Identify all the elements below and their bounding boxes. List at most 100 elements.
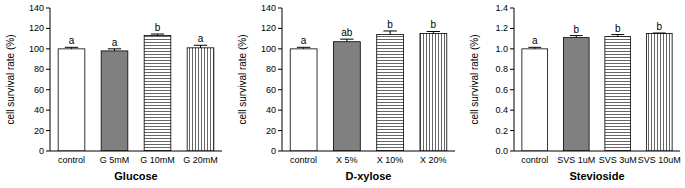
significance-letter: b [656, 21, 662, 32]
significance-letter: a [112, 37, 118, 48]
significance-letter: a [198, 33, 204, 44]
y-axis [514, 8, 515, 151]
x-tick-label: control [58, 155, 85, 165]
y-tick-label: 0.4 [495, 105, 508, 115]
error-bar [570, 36, 583, 38]
y-tick [278, 48, 282, 49]
y-tick-label: 120 [261, 23, 276, 33]
chart-title: Glucose [114, 170, 157, 182]
y-tick [510, 89, 514, 90]
chart-title: D-xylose [346, 170, 392, 182]
y-tick [278, 151, 282, 152]
y-tick-label: 80 [34, 64, 44, 74]
x-axis [282, 151, 455, 152]
y-axis-label: cell survival rate (%) [237, 34, 248, 124]
y-tick [510, 8, 514, 9]
bar [377, 35, 404, 151]
error-bar [297, 47, 310, 49]
y-tick [278, 69, 282, 70]
x-tick-label: SVS 1uM [557, 155, 595, 165]
y-tick-label: 60 [266, 85, 276, 95]
y-tick-label: 0 [271, 146, 276, 156]
error-bar [528, 47, 541, 49]
y-tick [510, 69, 514, 70]
y-tick-label: 140 [29, 3, 44, 13]
bar [522, 49, 548, 151]
bars [522, 33, 672, 151]
error-bar [194, 45, 207, 48]
y-tick-label: 0.6 [495, 85, 508, 95]
y-tick-label: 60 [34, 85, 44, 95]
error-bar [383, 31, 396, 35]
x-tick-label: control [521, 155, 548, 165]
y-axis-label: cell survival rate (%) [5, 34, 16, 124]
significance-letter: b [573, 24, 579, 35]
significance-letter: a [69, 35, 75, 46]
y-tick [278, 89, 282, 90]
y-axis-label: cell survival rate (%) [469, 34, 480, 124]
y-tick-label: 20 [266, 126, 276, 136]
x-tick-label: X 20% [420, 155, 447, 165]
bar [333, 42, 360, 151]
y-tick-label: 120 [29, 23, 44, 33]
error-bar [108, 49, 121, 51]
x-tick-label: control [290, 155, 317, 165]
y-tick-label: 0.8 [495, 64, 508, 74]
chart-panel: 0 20 40 60 80 100 120 140 cell survival rate (%)… [5, 3, 222, 182]
significance-letter: b [431, 19, 437, 30]
y-tick-label: 40 [34, 105, 44, 115]
y-tick [46, 48, 50, 49]
significance-letter: b [155, 22, 161, 33]
y-tick [510, 28, 514, 29]
chart-panel: 0.00.20.40.60.81.01.21.4cell survival ra… [469, 3, 681, 182]
bar [187, 48, 214, 151]
y-tick [46, 130, 50, 131]
y-tick [510, 151, 514, 152]
significance-letter: ab [341, 27, 353, 38]
error-bar [611, 35, 624, 37]
error-bar [340, 39, 353, 42]
x-axis [50, 151, 222, 152]
bar [646, 34, 672, 151]
y-tick-label: 1.4 [495, 3, 508, 13]
y-tick [278, 130, 282, 131]
significance-letter: b [387, 19, 393, 30]
y-tick-label: 40 [266, 105, 276, 115]
y-tick-label: 100 [29, 44, 44, 54]
y-tick [46, 151, 50, 152]
y-tick-label: 0.0 [495, 146, 508, 156]
y-tick [510, 48, 514, 49]
y-tick [278, 28, 282, 29]
y-tick-label: 140 [261, 3, 276, 13]
y-tick-label: 0 [39, 146, 44, 156]
significance-letter: a [301, 35, 307, 46]
bar [563, 38, 589, 151]
chart-panel: 020406080100120140cell survival rate (%)… [237, 3, 455, 182]
x-tick-label: G 5mM [100, 155, 130, 165]
bar [290, 49, 317, 151]
y-tick-label: 1.0 [495, 44, 508, 54]
error-bar [653, 33, 666, 35]
y-tick [278, 8, 282, 9]
error-bar [427, 31, 440, 33]
y-tick [278, 110, 282, 111]
y-tick [46, 89, 50, 90]
bar [605, 37, 631, 151]
y-tick-label: 20 [34, 126, 44, 136]
x-axis [514, 151, 680, 152]
bar [420, 34, 447, 151]
y-tick-label: 100 [261, 44, 276, 54]
significance-letter: a [532, 35, 538, 46]
error-bar [65, 47, 78, 49]
y-tick [510, 110, 514, 111]
figure: 0 20 40 60 80 100 120 140 cell survival rate (%)… [0, 0, 685, 188]
chart-title: Stevioside [569, 170, 624, 182]
y-axis [50, 8, 51, 151]
y-tick [46, 69, 50, 70]
bars [58, 34, 214, 151]
significance-letter: b [615, 23, 621, 34]
y-tick-label: 1.2 [495, 23, 508, 33]
y-tick [46, 28, 50, 29]
bar [58, 49, 85, 151]
x-tick-label: G 20mM [183, 155, 218, 165]
